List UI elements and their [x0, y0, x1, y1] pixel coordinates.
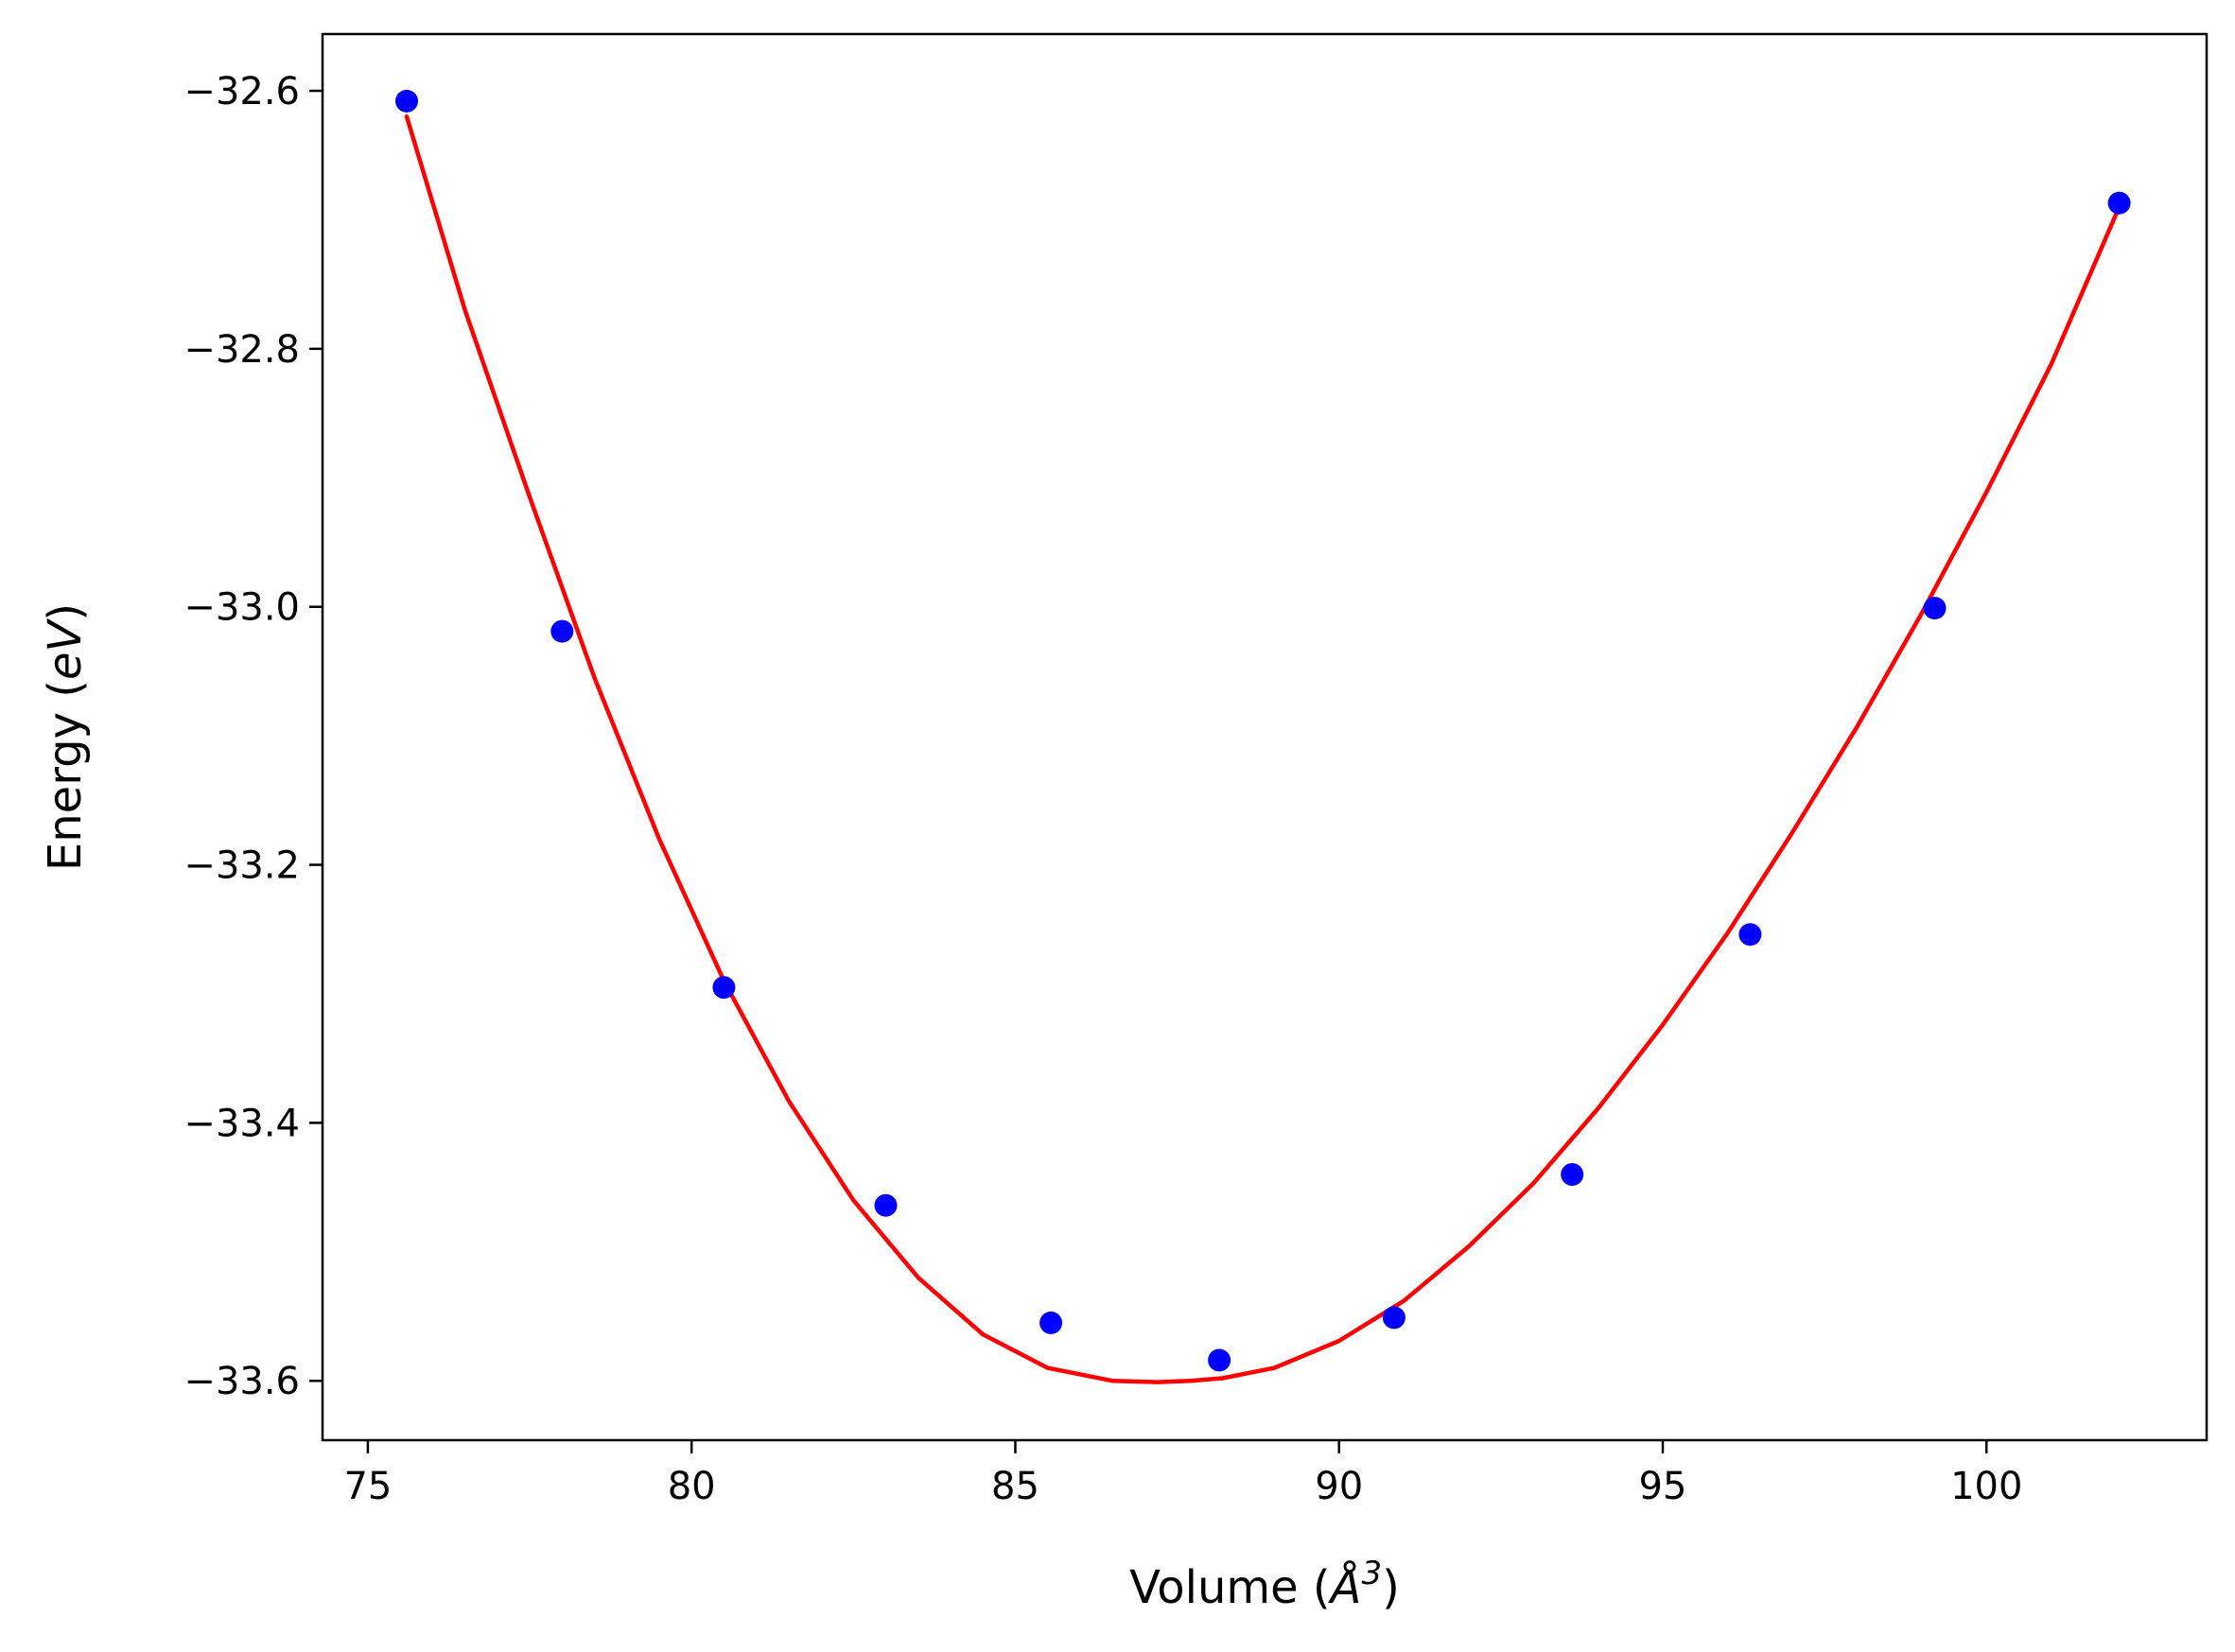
data-point — [1382, 1306, 1406, 1330]
y-tick-label: −33.4 — [183, 1102, 300, 1145]
x-axis-label: Volume (Å3) — [1129, 1555, 1400, 1614]
x-axis-label-prefix: Volume ( — [1129, 1561, 1331, 1614]
data-point — [1208, 1348, 1231, 1372]
data-point — [395, 89, 418, 113]
fit-curve — [404, 114, 2122, 1384]
x-tick-label: 80 — [668, 1465, 716, 1508]
x-tick-label: 100 — [1950, 1465, 2022, 1508]
x-axis: 75 80 85 90 95 100 — [343, 1440, 2022, 1508]
y-axis-label-prefix: Energy ( — [39, 680, 92, 871]
y-axis: −32.6 −32.8 −33.0 −33.2 −33.4 −33.6 — [183, 70, 323, 1403]
y-tick-label: −32.6 — [183, 70, 300, 113]
y-axis-label: Energy (eV) — [39, 603, 92, 871]
x-axis-label-superscript: 3 — [1361, 1555, 1382, 1592]
data-point — [712, 976, 736, 1000]
data-point — [1923, 597, 1947, 620]
x-tick-label: 90 — [1315, 1465, 1363, 1508]
x-axis-label-symbol: Å — [1328, 1560, 1362, 1614]
x-tick-label: 85 — [991, 1465, 1039, 1508]
data-point — [874, 1193, 898, 1217]
y-tick-label: −32.8 — [183, 328, 300, 372]
y-axis-label-symbol: eV — [39, 618, 92, 681]
data-point — [550, 619, 574, 643]
data-point — [1738, 923, 1762, 947]
data-point — [2107, 191, 2131, 215]
data-point — [1561, 1163, 1584, 1186]
plot-area — [395, 89, 2131, 1384]
y-tick-label: −33.0 — [183, 586, 300, 630]
y-axis-label-suffix: ) — [39, 603, 92, 621]
x-axis-label-suffix: ) — [1382, 1561, 1400, 1614]
y-tick-label: −33.2 — [183, 844, 300, 888]
x-tick-label: 75 — [343, 1465, 392, 1508]
x-tick-label: 95 — [1639, 1465, 1687, 1508]
data-point — [1039, 1311, 1063, 1334]
y-tick-label: −33.6 — [183, 1360, 300, 1403]
plot-frame — [321, 32, 2209, 1442]
